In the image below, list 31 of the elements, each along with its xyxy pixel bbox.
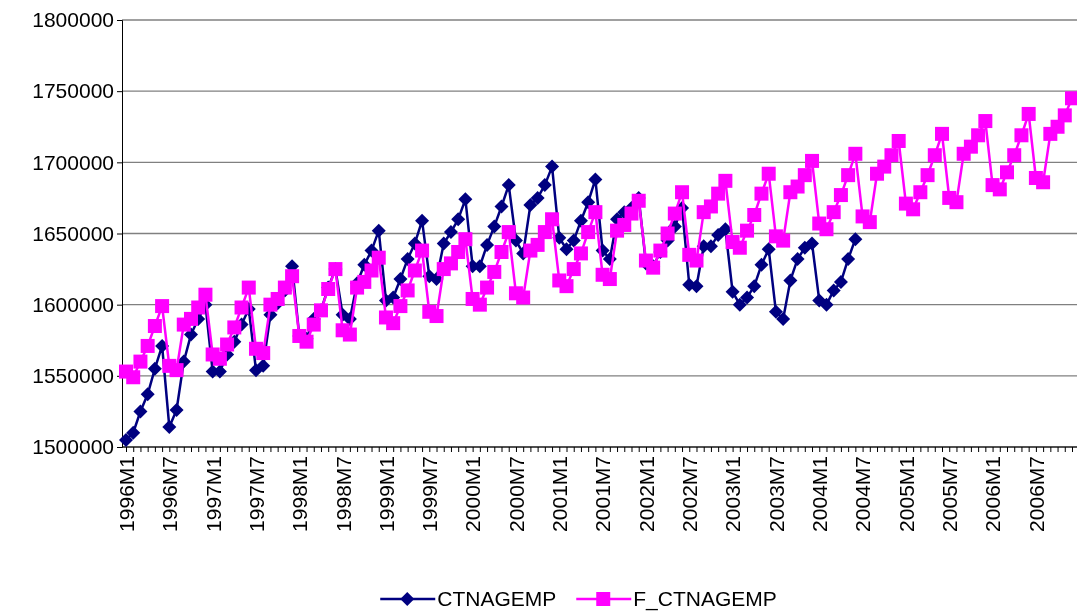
x-tick-label: 2000M1 xyxy=(461,456,485,532)
x-tick-label: 1999M7 xyxy=(418,456,442,532)
y-tick-label: 1500000 xyxy=(32,435,114,459)
x-tick-label: 2000M7 xyxy=(504,456,528,532)
x-tick-label: 2002M7 xyxy=(678,456,702,532)
x-tick-label: 1997M7 xyxy=(244,456,268,532)
legend-label: CTNAGEMP xyxy=(437,587,557,611)
y-tick-label: 1550000 xyxy=(32,364,114,388)
y-tick-label: 1600000 xyxy=(32,292,114,316)
x-tick-label: 1997M1 xyxy=(201,456,225,532)
x-tick-label: 2004M1 xyxy=(808,456,832,532)
x-tick-label: 2001M7 xyxy=(591,456,615,532)
x-tick-label: 2003M7 xyxy=(764,456,788,532)
x-tick-label: 2005M7 xyxy=(938,456,962,532)
x-tick-label: 2006M1 xyxy=(981,456,1005,532)
y-tick-label: 1650000 xyxy=(32,221,114,245)
x-tick-label: 1998M1 xyxy=(288,456,312,532)
x-tick-label: 1996M7 xyxy=(158,456,182,532)
x-tick-label: 2001M1 xyxy=(548,456,572,532)
y-tick-label: 1700000 xyxy=(32,150,114,174)
y-tick-label: 1750000 xyxy=(32,79,114,103)
x-tick-label: 2002M1 xyxy=(634,456,658,532)
x-tick-label: 1996M1 xyxy=(114,456,138,532)
x-tick-label: 2005M1 xyxy=(894,456,918,532)
x-tick-label: 2004M7 xyxy=(851,456,875,532)
y-tick-label: 1800000 xyxy=(32,8,114,32)
x-tick-label: 1999M1 xyxy=(374,456,398,532)
legend-label: F_CTNAGEMP xyxy=(633,587,777,612)
x-tick-label: 2003M1 xyxy=(721,456,745,532)
x-tick-label: 1998M7 xyxy=(331,456,355,532)
x-tick-label: 2006M7 xyxy=(1024,456,1048,532)
